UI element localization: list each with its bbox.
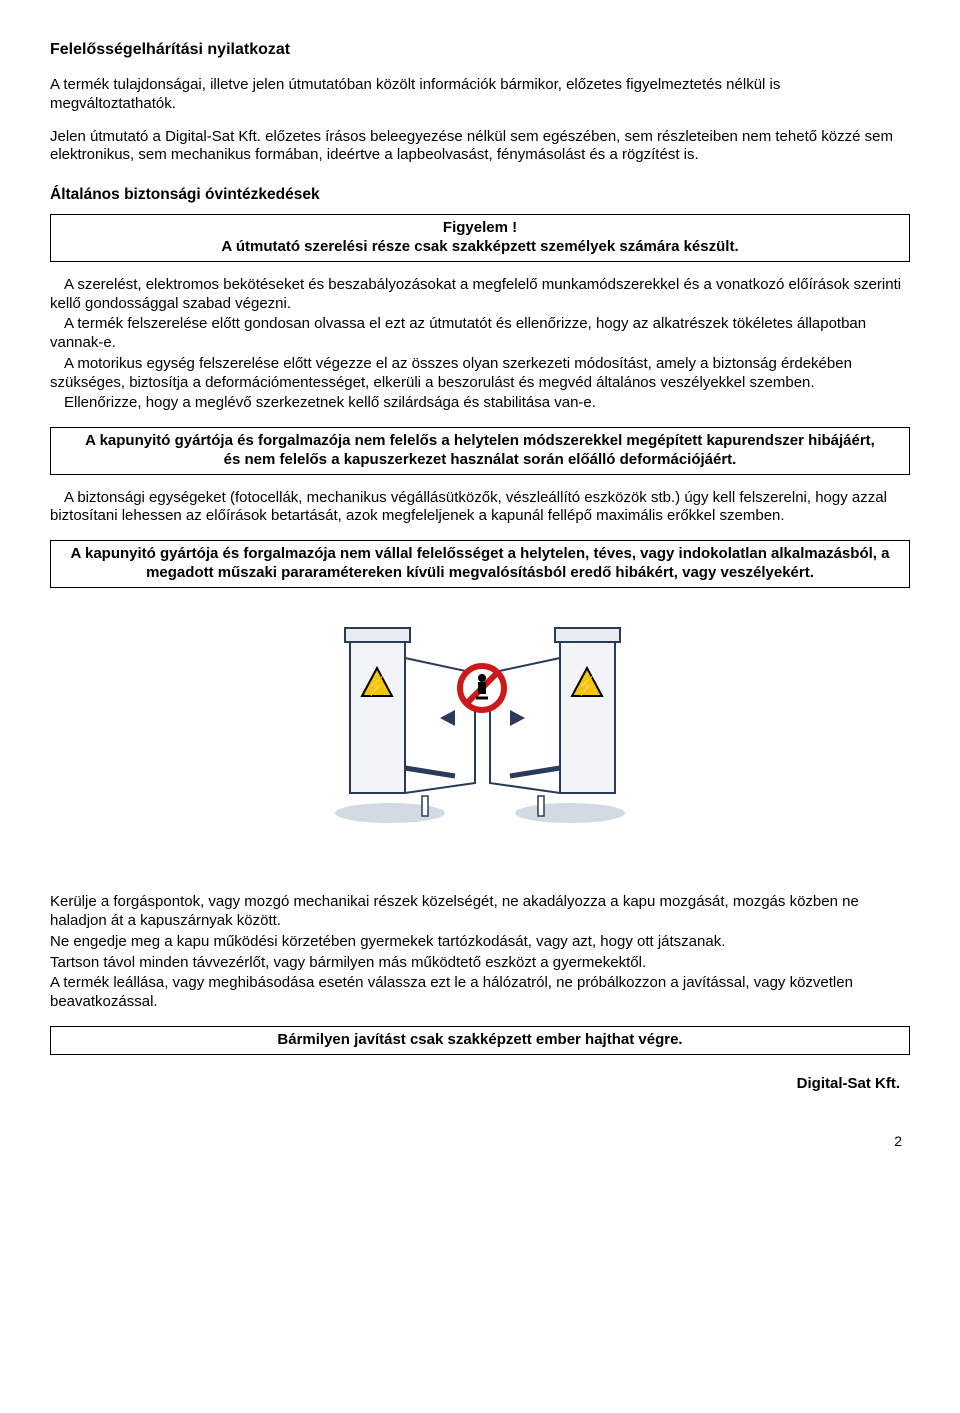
safety-p4: Ellenőrizze, hogy a meglévő szerkezetnek…	[50, 394, 910, 413]
notice-box-3-text: A kapunyitó gyártója és forgalmazója nem…	[71, 545, 890, 581]
safety-p1: A szerelést, elektromos bekötéseket és b…	[50, 276, 910, 314]
subheading-safety: Általános biztonsági óvintézkedések	[50, 185, 910, 204]
notice-box-4: Bármilyen javítást csak szakképzett embe…	[50, 1026, 910, 1055]
safety-paragraph-block-3: Kerülje a forgáspontok, vagy mozgó mecha…	[50, 893, 910, 1012]
warning-box-1-line1: Figyelem !	[59, 219, 901, 238]
gate-safety-illustration: ⚡ ⚡	[290, 618, 670, 838]
safety-p2: A termék felszerelése előtt gondosan olv…	[50, 315, 910, 353]
notice-box-2-line1: A kapunyitó gyártója és forgalmazója nem…	[59, 432, 901, 451]
safety-p3-3: Tartson távol minden távvezérlőt, vagy b…	[50, 954, 910, 973]
page-heading: Felelősségelhárítási nyilatkozat	[50, 40, 910, 60]
company-name: Digital-Sat Kft.	[50, 1075, 900, 1094]
safety-paragraph-block-1: A szerelést, elektromos bekötéseket és b…	[50, 276, 910, 413]
safety-p3-4: A termék leállása, vagy meghibásodása es…	[50, 974, 910, 1012]
safety-paragraph-2: A biztonsági egységeket (fotocellák, mec…	[50, 489, 910, 527]
svg-text:⚡: ⚡	[366, 675, 388, 697]
safety-p3-1: Kerülje a forgáspontok, vagy mozgó mecha…	[50, 893, 910, 931]
notice-box-2: A kapunyitó gyártója és forgalmazója nem…	[50, 427, 910, 475]
intro-paragraph-2: Jelen útmutató a Digital-Sat Kft. előzet…	[50, 128, 910, 166]
safety-p3-2: Ne engedje meg a kapu működési körzetébe…	[50, 933, 910, 952]
intro-paragraph-1: A termék tulajdonságai, illetve jelen út…	[50, 76, 910, 114]
safety-p3: A motorikus egység felszerelése előtt vé…	[50, 355, 910, 393]
notice-box-3: A kapunyitó gyártója és forgalmazója nem…	[50, 540, 910, 588]
page-number: 2	[50, 1133, 910, 1151]
notice-box-4-text: Bármilyen javítást csak szakképzett embe…	[277, 1031, 682, 1048]
gate-illustration-wrap: ⚡ ⚡	[50, 618, 910, 844]
notice-box-2-line2: és nem felelős a kapuszerkezet használat…	[59, 451, 901, 470]
warning-box-1: Figyelem ! A útmutató szerelési része cs…	[50, 214, 910, 262]
warning-box-1-line2: A útmutató szerelési része csak szakképz…	[59, 238, 901, 257]
svg-text:⚡: ⚡	[576, 675, 598, 697]
